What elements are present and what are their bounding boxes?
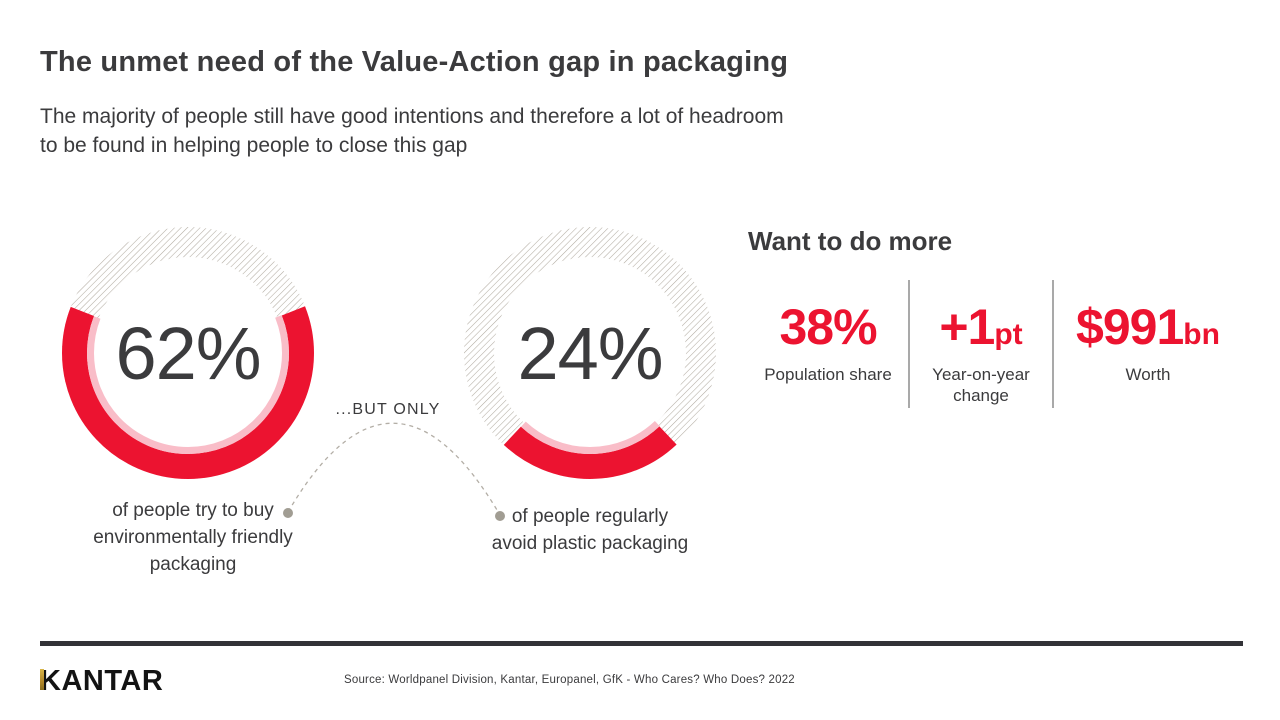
stat-value-main: +1 <box>939 299 995 355</box>
donut-chart-24: 24% <box>460 223 720 483</box>
donut-svg-62 <box>62 227 314 479</box>
stat-population-share: 38% Population share <box>748 280 908 408</box>
donut-caption-24: of people regularly avoid plastic packag… <box>462 503 718 557</box>
progress-arc <box>464 227 716 479</box>
caption-line: of people regularly <box>511 506 669 527</box>
footer-divider <box>40 641 1243 646</box>
stat-value: $991 bn <box>1076 302 1220 352</box>
donut-svg-24 <box>464 227 716 479</box>
stat-label: Year-on-year change <box>932 365 1030 405</box>
donut-caption-62: of people try to buy environmentally fri… <box>53 497 333 578</box>
stat-value: +1 pt <box>939 302 1022 352</box>
stat-divider <box>1052 280 1054 408</box>
kantar-logo: KANTAR <box>40 665 163 698</box>
stat-value-suffix: pt <box>994 318 1023 351</box>
source-text: Source: Worldpanel Division, Kantar, Eur… <box>344 674 795 686</box>
logo-gold-mark <box>40 669 44 690</box>
stat-value-main: $991 <box>1076 299 1184 355</box>
progress-arc <box>62 227 314 479</box>
page-subtitle: The majority of people still have good i… <box>40 102 784 160</box>
caption-line: avoid plastic packaging <box>491 533 689 554</box>
stat-value-main: 38% <box>779 299 877 355</box>
stat-value: 38% <box>779 299 877 355</box>
kantar-logo-text: KANTAR <box>40 665 164 697</box>
page-title: The unmet need of the Value-Action gap i… <box>40 46 789 78</box>
caption-line: packaging <box>149 554 237 575</box>
donut-chart-62: 62% <box>58 223 318 483</box>
stat-year-on-year-change: +1 pt Year-on-year change <box>910 280 1052 408</box>
stat-worth: $991 bn Worth <box>1054 280 1242 408</box>
caption-line: environmentally friendly <box>93 527 293 548</box>
stat-label: Population share <box>764 365 892 384</box>
donut-value-24: 24% <box>517 311 663 395</box>
stat-value-suffix: bn <box>1183 318 1220 351</box>
caption-line: of people try to buy <box>112 500 274 521</box>
page-subtitle-line-1: The majority of people still have good i… <box>40 105 784 128</box>
page-subtitle-line-2: to be found in helping people to close t… <box>40 134 468 157</box>
donut-value-62: 62% <box>115 311 261 395</box>
panel-heading: Want to do more <box>748 226 953 256</box>
stat-divider <box>908 280 910 408</box>
stat-label: Worth <box>1125 365 1171 384</box>
stats-row: 38% Population share +1 pt Year-on-year c… <box>748 280 1242 408</box>
but-only-label: ...BUT ONLY <box>335 401 441 418</box>
